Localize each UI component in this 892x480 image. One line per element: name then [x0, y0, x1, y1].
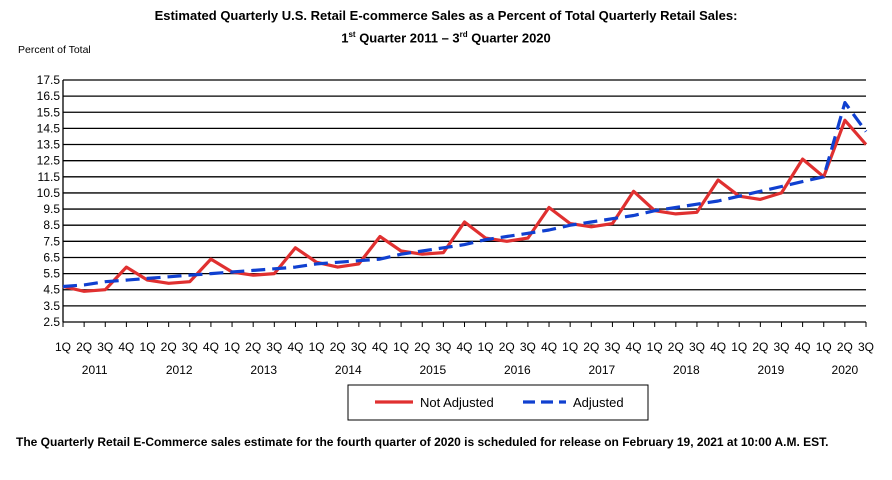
x-quarter-label: 2Q — [414, 340, 430, 354]
x-year-label: 2020 — [832, 363, 859, 377]
y-tick-label: 6.5 — [43, 250, 60, 264]
legend-label-not-adjusted: Not Adjusted — [420, 395, 494, 410]
x-quarter-label: 2Q — [245, 340, 261, 354]
x-quarter-label: 1Q — [478, 340, 494, 354]
y-tick-label: 12.5 — [37, 154, 61, 168]
series-line-not-adjusted — [62, 118, 868, 293]
y-tick-label: 11.5 — [38, 170, 61, 184]
x-quarter-label: 4Q — [456, 340, 472, 354]
x-year-label: 2017 — [589, 363, 616, 377]
chart-title-line1: Estimated Quarterly U.S. Retail E-commer… — [154, 8, 738, 23]
x-year-label: 2013 — [250, 363, 277, 377]
x-year-label: 2012 — [166, 363, 193, 377]
footnote: The Quarterly Retail E-Commerce sales es… — [16, 435, 829, 449]
x-quarter-label: 3Q — [604, 340, 620, 354]
x-quarter-label: 3Q — [266, 340, 282, 354]
x-quarter-label: 1Q — [393, 340, 409, 354]
x-quarter-label: 2Q — [76, 340, 92, 354]
series-line-adjusted — [62, 100, 868, 289]
x-year-label: 2018 — [673, 363, 700, 377]
x-quarter-label: 4Q — [372, 340, 388, 354]
line-chart: 2.5 3.5 4.5 5.5 6.5 7.5 8.5 9.5 10.5 11.5 12.5 13.5… — [37, 73, 874, 421]
y-tick-label: 9.5 — [43, 202, 60, 216]
y-tick-label: 14.5 — [37, 121, 61, 135]
x-quarter-label: 3Q — [520, 340, 536, 354]
y-tick-label: 2.5 — [43, 315, 60, 329]
x-quarter-label: 4Q — [203, 340, 219, 354]
x-quarter-label: 4Q — [541, 340, 557, 354]
x-quarter-label: 3Q — [773, 340, 789, 354]
x-quarter-label: 3Q — [858, 340, 874, 354]
x-quarter-label: 3Q — [182, 340, 198, 354]
x-quarter-label: 2Q — [499, 340, 515, 354]
x-year-label: 2016 — [504, 363, 531, 377]
x-year-label: 2011 — [82, 363, 108, 377]
y-tick-label: 13.5 — [37, 138, 61, 152]
x-quarter-label: 3Q — [689, 340, 705, 354]
x-quarter-label: 2Q — [161, 340, 177, 354]
x-quarter-label: 1Q — [731, 340, 747, 354]
y-tick-label: 5.5 — [43, 267, 60, 281]
y-tick-label: 17.5 — [37, 73, 61, 87]
x-quarter-label: 1Q — [224, 340, 240, 354]
chart-title-line2: 1st Quarter 2011 – 3rd Quarter 2020 — [341, 30, 551, 46]
x-quarter-label: 1Q — [647, 340, 663, 354]
chart-title: Estimated Quarterly U.S. Retail E-commer… — [0, 6, 892, 47]
x-quarter-label: 4Q — [287, 340, 303, 354]
x-quarter-label: 2Q — [330, 340, 346, 354]
y-axis-label: Percent of Total — [18, 44, 91, 56]
x-quarter-label: 1Q — [140, 340, 156, 354]
x-quarter-label: 4Q — [118, 340, 134, 354]
x-quarter-label: 2Q — [583, 340, 599, 354]
y-tick-label: 15.5 — [37, 105, 61, 119]
x-quarter-label: 1Q — [816, 340, 832, 354]
x-quarter-label: 4Q — [710, 340, 726, 354]
x-quarter-label: 1Q — [55, 340, 71, 354]
x-year-label: 2015 — [419, 363, 446, 377]
y-tick-label: 10.5 — [37, 186, 61, 200]
x-quarter-label: 4Q — [626, 340, 642, 354]
x-quarter-label: 3Q — [351, 340, 367, 354]
y-tick-label: 8.5 — [43, 218, 60, 232]
x-quarter-label: 2Q — [752, 340, 768, 354]
x-quarter-label: 3Q — [435, 340, 451, 354]
legend-label-adjusted: Adjusted — [573, 395, 624, 410]
x-quarter-label: 1Q — [562, 340, 578, 354]
x-quarter-label: 4Q — [795, 340, 811, 354]
x-quarter-label: 1Q — [309, 340, 325, 354]
x-quarter-label: 2Q — [837, 340, 853, 354]
y-tick-label: 3.5 — [43, 299, 60, 313]
y-tick-label: 16.5 — [37, 89, 61, 103]
x-quarter-label: 2Q — [668, 340, 684, 354]
x-year-label: 2014 — [335, 363, 362, 377]
x-quarter-label: 3Q — [97, 340, 113, 354]
y-tick-label: 4.5 — [43, 283, 60, 297]
x-year-label: 2019 — [758, 363, 785, 377]
y-tick-label: 7.5 — [43, 234, 60, 248]
